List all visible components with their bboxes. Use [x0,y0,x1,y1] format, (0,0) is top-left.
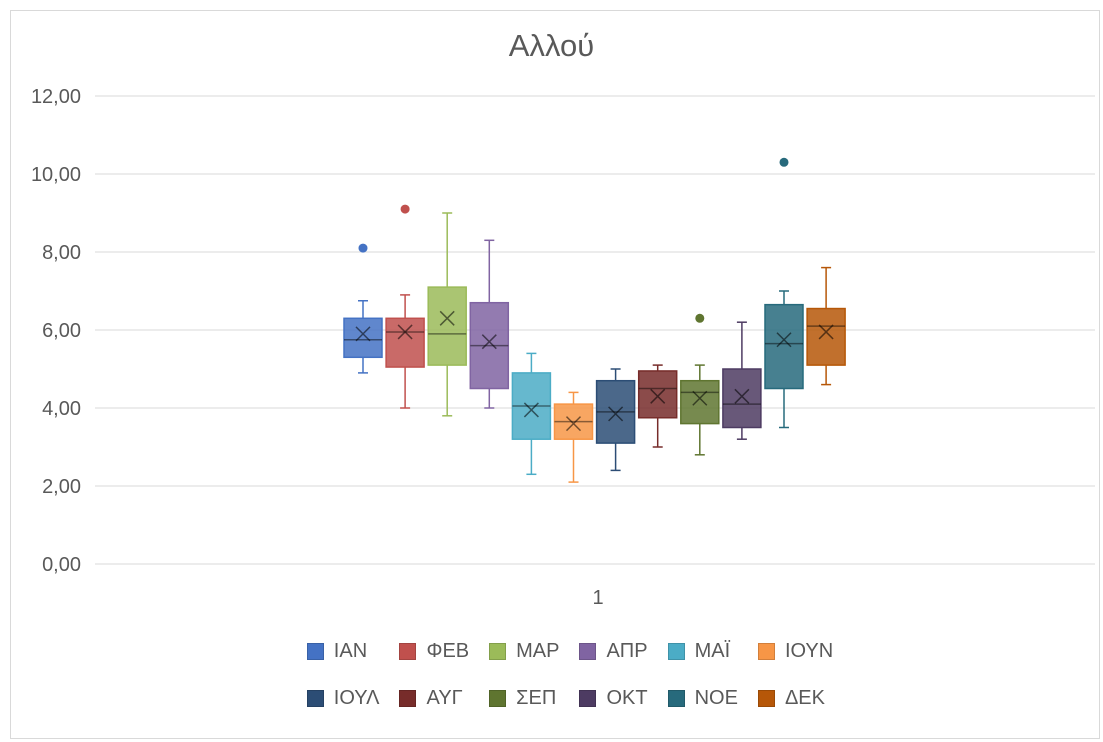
mean-marker [397,324,413,340]
legend-item: ΙΟΥΝ [757,640,834,663]
y-tick-label: 6,00 [42,320,81,342]
mean-marker [734,388,750,404]
y-tick-label: 10,00 [31,164,81,186]
mean-marker [355,326,371,342]
iqr-box [764,303,804,390]
legend-label: ΙΑΝ [333,640,368,662]
y-axis-tick-labels: 0,00 2,00 4,00 6,00 8,00 10,00 12,00 [31,86,81,576]
outlier-point [695,313,705,323]
mean-marker [692,390,708,406]
iqr-box [511,372,552,440]
legend-swatch [757,690,775,707]
legend-swatch [667,643,685,660]
iqr-box [427,286,467,366]
legend-label: ΑΠΡ [606,640,648,662]
y-tick-label: 8,00 [42,242,81,264]
iqr-box [385,317,425,368]
box-8 [637,364,678,448]
legend-label: ΙΟΥΝ [784,640,834,662]
legend-item: ΑΥΓ [399,687,469,710]
iqr-box [637,370,678,419]
legend-item: ΜΑΡ [489,640,559,663]
box-3 [427,212,467,417]
box-9 [680,313,720,456]
iqr-box [469,301,510,390]
outlier-point [358,243,368,253]
box-1 [343,243,383,374]
legend-item: ΝΟΕ [667,687,738,710]
legend-item: ΑΠΡ [579,640,648,663]
box-11 [764,157,804,429]
legend-swatch [306,643,324,660]
iqr-box [680,379,720,425]
legend-swatch [579,643,597,660]
legend-item: ΦΕΒ [399,640,469,663]
legend-label: ΔΕΚ [784,687,825,709]
mean-marker [565,416,582,432]
legend-swatch [489,690,507,707]
legend-swatch [399,690,417,707]
legend-swatch [399,643,417,660]
legend-item: ΟΚΤ [579,687,648,710]
iqr-box [553,403,594,440]
x-tick-label: 1 [592,587,603,609]
box-12 [806,266,846,386]
legend-label: ΙΟΥΛ [333,687,380,709]
outlier-point [779,157,789,167]
legend-label: ΟΚΤ [606,687,648,709]
legend-swatch [757,643,775,660]
mean-marker [439,310,455,326]
legend-label: ΦΕΒ [426,640,470,662]
legend-item: ΙΟΥΛ [306,687,380,710]
mean-marker [776,332,792,348]
y-tick-label: 12,00 [31,86,81,108]
legend-item: ΙΑΝ [306,640,380,663]
legend-label: ΑΥΓ [426,687,463,709]
box-10 [722,321,762,440]
legend-swatch [489,643,507,660]
iqr-box [595,379,636,444]
legend-item: ΜΑΪ [667,640,738,663]
legend-item: ΣΕΠ [489,687,559,710]
mean-marker [523,402,539,418]
mean-marker [481,334,497,350]
y-tick-label: 2,00 [42,476,81,498]
chart-frame [10,10,1100,739]
x-axis-tick-labels: 1 [592,587,603,609]
legend-swatch [667,690,685,707]
iqr-box [343,317,383,359]
box-5 [511,352,552,476]
legend-swatch [306,690,324,707]
legend: ΙΑΝ ΦΕΒ ΜΑΡ ΑΠΡ ΜΑΪ ΙΟΥΝ ΙΟΥΛ ΑΥΓ ΣΕΠ ΟΚΤ ΝΟΕ ΔΕΚ [270,640,870,710]
iqr-box [806,307,846,366]
outlier-point [400,204,410,214]
box-6 [553,391,594,483]
legend-item: ΔΕΚ [757,687,833,710]
legend-swatch [579,690,597,707]
legend-label: ΝΟΕ [694,687,738,709]
legend-label: ΜΑΡ [516,640,560,662]
mean-marker [818,324,834,340]
legend-label: ΣΕΠ [516,687,557,709]
y-tick-label: 0,00 [42,554,81,576]
iqr-box [722,368,762,429]
mean-marker [608,406,624,422]
y-tick-label: 4,00 [42,398,81,420]
gridlines [95,95,1095,565]
box-series [343,157,846,483]
box-4 [469,239,510,409]
legend-label: ΜΑΪ [694,640,731,662]
box-2 [385,204,425,409]
box-7 [595,368,636,472]
chart-title: Αλλού [508,28,595,63]
mean-marker [650,388,666,404]
